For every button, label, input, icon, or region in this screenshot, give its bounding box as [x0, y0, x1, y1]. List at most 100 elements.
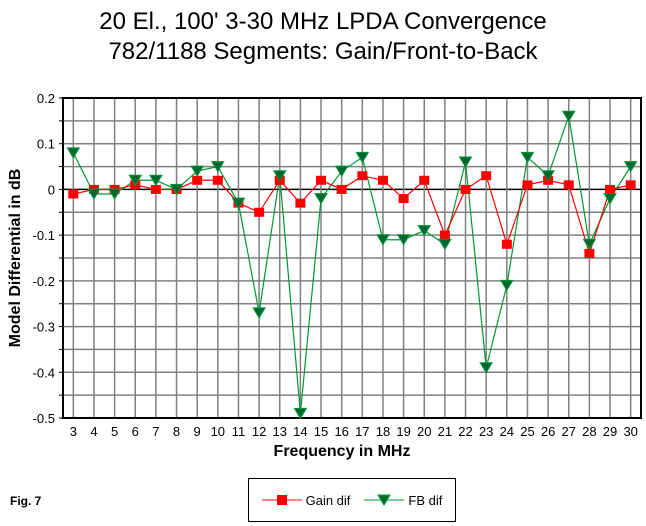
x-tick-label: 22: [458, 424, 472, 439]
fb-point: [87, 188, 101, 200]
gain-point: [295, 198, 306, 208]
fb-point: [314, 193, 328, 205]
x-tick-label: 16: [334, 424, 348, 439]
gain-point: [625, 180, 636, 190]
x-tick-label: 14: [293, 424, 307, 439]
fb-point: [417, 225, 432, 237]
fb-point: [128, 174, 143, 187]
x-tick-label: 21: [438, 424, 452, 439]
x-tick-label: 15: [314, 424, 328, 439]
fb-point: [479, 362, 494, 374]
fb-point: [355, 151, 370, 164]
fb-point: [334, 165, 349, 178]
fb-point: [272, 170, 287, 182]
x-tick-label: 11: [232, 424, 246, 439]
legend-fb-label: FB dif: [408, 492, 443, 508]
x-tick-label: 29: [603, 424, 617, 439]
legend-fb-marker: [364, 494, 405, 506]
gain-point: [605, 184, 616, 194]
y-tick-label: 0.2: [37, 91, 55, 106]
x-tick-label: 28: [582, 424, 596, 439]
fb-point: [396, 234, 411, 246]
fb-point: [541, 170, 555, 182]
fb-point: [623, 161, 638, 173]
x-tick-label: 19: [396, 424, 410, 439]
x-tick-label: 18: [376, 424, 390, 439]
gain-point: [336, 184, 347, 194]
x-tick-label: 5: [111, 424, 118, 439]
figure-label: Fig. 7: [10, 494, 42, 508]
fb-point: [520, 151, 535, 164]
x-tick-label: 24: [500, 424, 514, 439]
fb-point: [190, 165, 205, 178]
plot-frame: [62, 97, 642, 419]
x-axis-label: Frequency in MHz: [274, 443, 411, 460]
gain-point: [150, 184, 161, 194]
gain-point: [439, 230, 450, 240]
x-tick-label: 17: [355, 424, 369, 439]
fb-point: [107, 188, 122, 200]
gain-point: [254, 207, 265, 217]
y-tick-label: -0.4: [33, 365, 55, 380]
gain-point: [419, 175, 430, 185]
x-tick-label: 13: [273, 424, 287, 439]
fb-point: [169, 183, 184, 196]
fb-point: [458, 156, 473, 168]
fb-point: [561, 110, 576, 123]
x-tick-label: 7: [152, 424, 159, 439]
gain-point: [192, 175, 203, 185]
y-tick-label: 0: [48, 182, 55, 197]
gain-point: [501, 239, 512, 249]
fb-point: [582, 238, 597, 251]
chart-subtitle: 782/1188 Segments: Gain/Front-to-Back: [108, 38, 538, 65]
fb-point: [376, 234, 390, 246]
x-tick-label: 20: [417, 424, 431, 439]
gain-point: [398, 194, 409, 204]
fb-point: [231, 197, 246, 210]
legend-gain-label: Gain dif: [305, 492, 351, 508]
fb-point: [66, 147, 81, 159]
series-line-fb-dif: [72, 116, 632, 414]
x-tick-label: 27: [562, 424, 576, 439]
x-tick-label: 23: [479, 424, 493, 439]
x-tick-label: 8: [173, 424, 180, 439]
y-tick-label: -0.3: [33, 320, 55, 335]
x-tick-label: 30: [623, 424, 637, 439]
gain-point: [584, 248, 595, 258]
series-line-gain-dif: [73, 174, 631, 256]
fb-point: [293, 407, 308, 420]
fb-point: [438, 238, 452, 251]
x-tick-label: 6: [132, 424, 139, 439]
x-tick-label: 9: [194, 424, 201, 439]
chart-plot: 3 4 5 6 7 8 9 10 11 12 13 14 15 16 17 18 19 20 21 22 23 24 25 2…: [7, 91, 642, 460]
x-tick-label: 10: [211, 424, 225, 439]
gain-point: [460, 184, 471, 194]
fb-point: [252, 307, 266, 319]
x-tick-label: 12: [252, 424, 266, 439]
gain-point: [357, 171, 368, 181]
gain-point: [212, 175, 223, 185]
x-tick-label: 4: [90, 424, 97, 439]
legend-item-gain: Gain dif: [261, 492, 351, 508]
gain-point: [522, 180, 533, 190]
fb-point: [210, 161, 225, 173]
gain-point: [316, 175, 327, 185]
y-tick-label: -0.2: [33, 274, 55, 289]
x-tick-label: 3: [70, 424, 77, 439]
gain-point: [68, 189, 79, 199]
y-axis-label: Model Differential in dB: [7, 169, 24, 348]
fb-point: [499, 279, 514, 292]
legend: Gain dif FB dif: [248, 478, 456, 522]
legend-item-fb: FB dif: [364, 493, 442, 508]
y-tick-label: -0.5: [33, 411, 55, 426]
x-tick-label: 25: [520, 424, 534, 439]
fb-point: [149, 174, 163, 187]
gain-point: [563, 180, 574, 190]
x-tick-label: 26: [541, 424, 555, 439]
y-tick-label: 0.1: [37, 137, 55, 152]
y-tick-label: -0.1: [33, 228, 55, 243]
chart-title: 20 El., 100' 3-30 MHz LPDA Convergence: [99, 8, 547, 35]
gain-point: [481, 171, 492, 181]
gain-point: [377, 175, 388, 185]
legend-gain-marker: [261, 495, 302, 505]
